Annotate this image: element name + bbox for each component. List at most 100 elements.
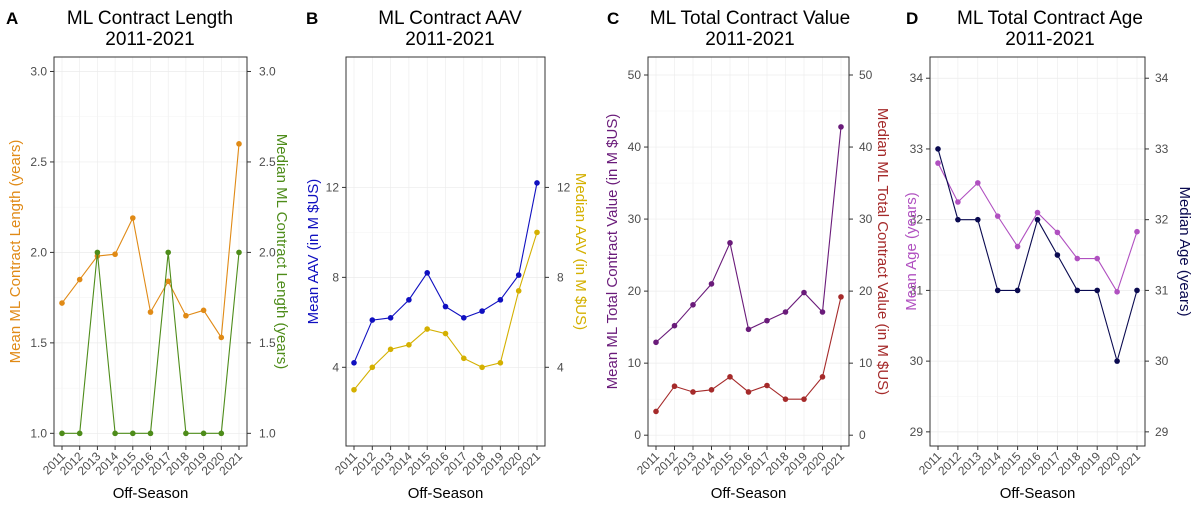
data-point — [112, 251, 118, 258]
data-point — [218, 334, 225, 341]
left-tick-label: 30 — [910, 354, 924, 368]
data-point — [708, 281, 715, 287]
data-point — [935, 146, 941, 152]
panel-letter: A — [6, 9, 18, 28]
left-tick-label: 0 — [634, 428, 641, 442]
data-point — [406, 342, 412, 348]
x-axis-label: Off-Season — [1000, 485, 1076, 502]
data-point — [76, 276, 83, 283]
chart-subtitle: 2011-2021 — [1005, 29, 1094, 50]
data-point — [727, 374, 733, 380]
data-point — [671, 322, 678, 329]
left-tick-label: 1.0 — [30, 426, 47, 440]
data-point — [534, 180, 540, 186]
data-point — [994, 287, 1001, 294]
data-point — [801, 289, 807, 296]
left-tick-label: 33 — [910, 142, 924, 156]
data-point — [534, 229, 540, 236]
data-point — [218, 430, 225, 437]
right-tick-label: 8 — [557, 270, 564, 284]
data-point — [461, 315, 467, 321]
data-point — [387, 346, 394, 353]
data-point — [165, 249, 171, 256]
data-point — [727, 240, 733, 246]
data-point — [764, 317, 770, 324]
right-tick-label: 4 — [557, 360, 564, 374]
data-point — [497, 297, 504, 303]
data-point — [838, 294, 844, 300]
left-tick-label: 8 — [332, 270, 339, 284]
right-y-axis-label: Median AAV (in M $US) — [572, 173, 589, 330]
data-point — [130, 215, 136, 221]
gridlines — [54, 57, 247, 446]
left-tick-label: 2.5 — [30, 155, 47, 169]
left-tick-label: 29 — [910, 425, 924, 439]
data-point — [236, 141, 242, 147]
data-point — [764, 382, 770, 389]
series-mean — [653, 124, 844, 346]
data-point — [1094, 255, 1100, 262]
data-point — [165, 278, 171, 285]
data-point — [975, 180, 981, 186]
left-y-axis-label: Mean ML Total Contract Value (in M $US) — [604, 114, 621, 390]
data-point — [653, 408, 659, 415]
data-point — [442, 330, 449, 337]
left-tick-label: 1.5 — [30, 336, 47, 350]
left-y-axis-label: Mean ML Contract Length (years) — [7, 140, 24, 364]
data-point — [424, 326, 431, 332]
chart-title: ML Contract AAV — [378, 8, 522, 29]
left-tick-label: 32 — [910, 213, 924, 227]
data-point — [183, 430, 189, 437]
data-point — [200, 307, 207, 314]
data-point — [782, 309, 789, 315]
data-point — [935, 160, 941, 166]
x-axis-label: Off-Season — [113, 485, 189, 502]
right-y-axis-label: Median Age (years) — [1176, 186, 1193, 316]
right-tick-label: 20 — [859, 284, 873, 298]
data-point — [1094, 287, 1100, 294]
data-point — [690, 302, 696, 308]
data-point — [94, 249, 101, 256]
x-axis-label: Off-Season — [711, 485, 787, 502]
chart-title: ML Total Contract Value — [650, 8, 850, 29]
data-point — [955, 216, 961, 223]
data-point — [59, 430, 65, 437]
series-median — [351, 229, 540, 393]
data-point — [1034, 216, 1041, 223]
right-tick-label: 29 — [1155, 425, 1169, 439]
data-point — [994, 213, 1001, 219]
data-point — [387, 315, 394, 321]
chart-panel-b: 4 48 812 1220112012201320142015201620172018… — [305, 8, 589, 502]
data-point — [782, 396, 789, 402]
chart-subtitle: 2011-2021 — [405, 29, 494, 50]
series-mean — [935, 160, 1140, 295]
left-tick-label: 2.0 — [30, 245, 47, 259]
right-tick-label: 31 — [1155, 283, 1169, 297]
left-y-axis-label: Mean AAV (in M $US) — [305, 179, 322, 325]
data-point — [1034, 209, 1041, 216]
data-point — [838, 124, 844, 130]
x-axis-label: Off-Season — [408, 485, 484, 502]
data-point — [1114, 289, 1120, 295]
chart-panel-a: 1.0 1.01.5 1.52.0 2.02.5 2.53.0 3.02011201220… — [6, 8, 290, 502]
panel-letter: C — [607, 9, 619, 28]
data-point — [801, 396, 807, 402]
data-point — [461, 355, 467, 362]
data-point — [59, 300, 65, 306]
right-tick-label: 2.0 — [259, 245, 276, 259]
right-y-axis-label: Median ML Contract Length (years) — [273, 134, 290, 369]
data-point — [745, 389, 752, 395]
series-mean — [59, 141, 242, 341]
data-point — [515, 272, 522, 278]
data-point — [819, 309, 826, 315]
data-point — [955, 199, 961, 205]
left-tick-label: 31 — [910, 283, 924, 297]
data-point — [515, 288, 522, 294]
data-point — [200, 430, 207, 437]
data-point — [1074, 287, 1081, 294]
data-point — [819, 374, 826, 380]
left-tick-label: 50 — [628, 68, 642, 82]
right-tick-label: 2.5 — [259, 155, 276, 169]
